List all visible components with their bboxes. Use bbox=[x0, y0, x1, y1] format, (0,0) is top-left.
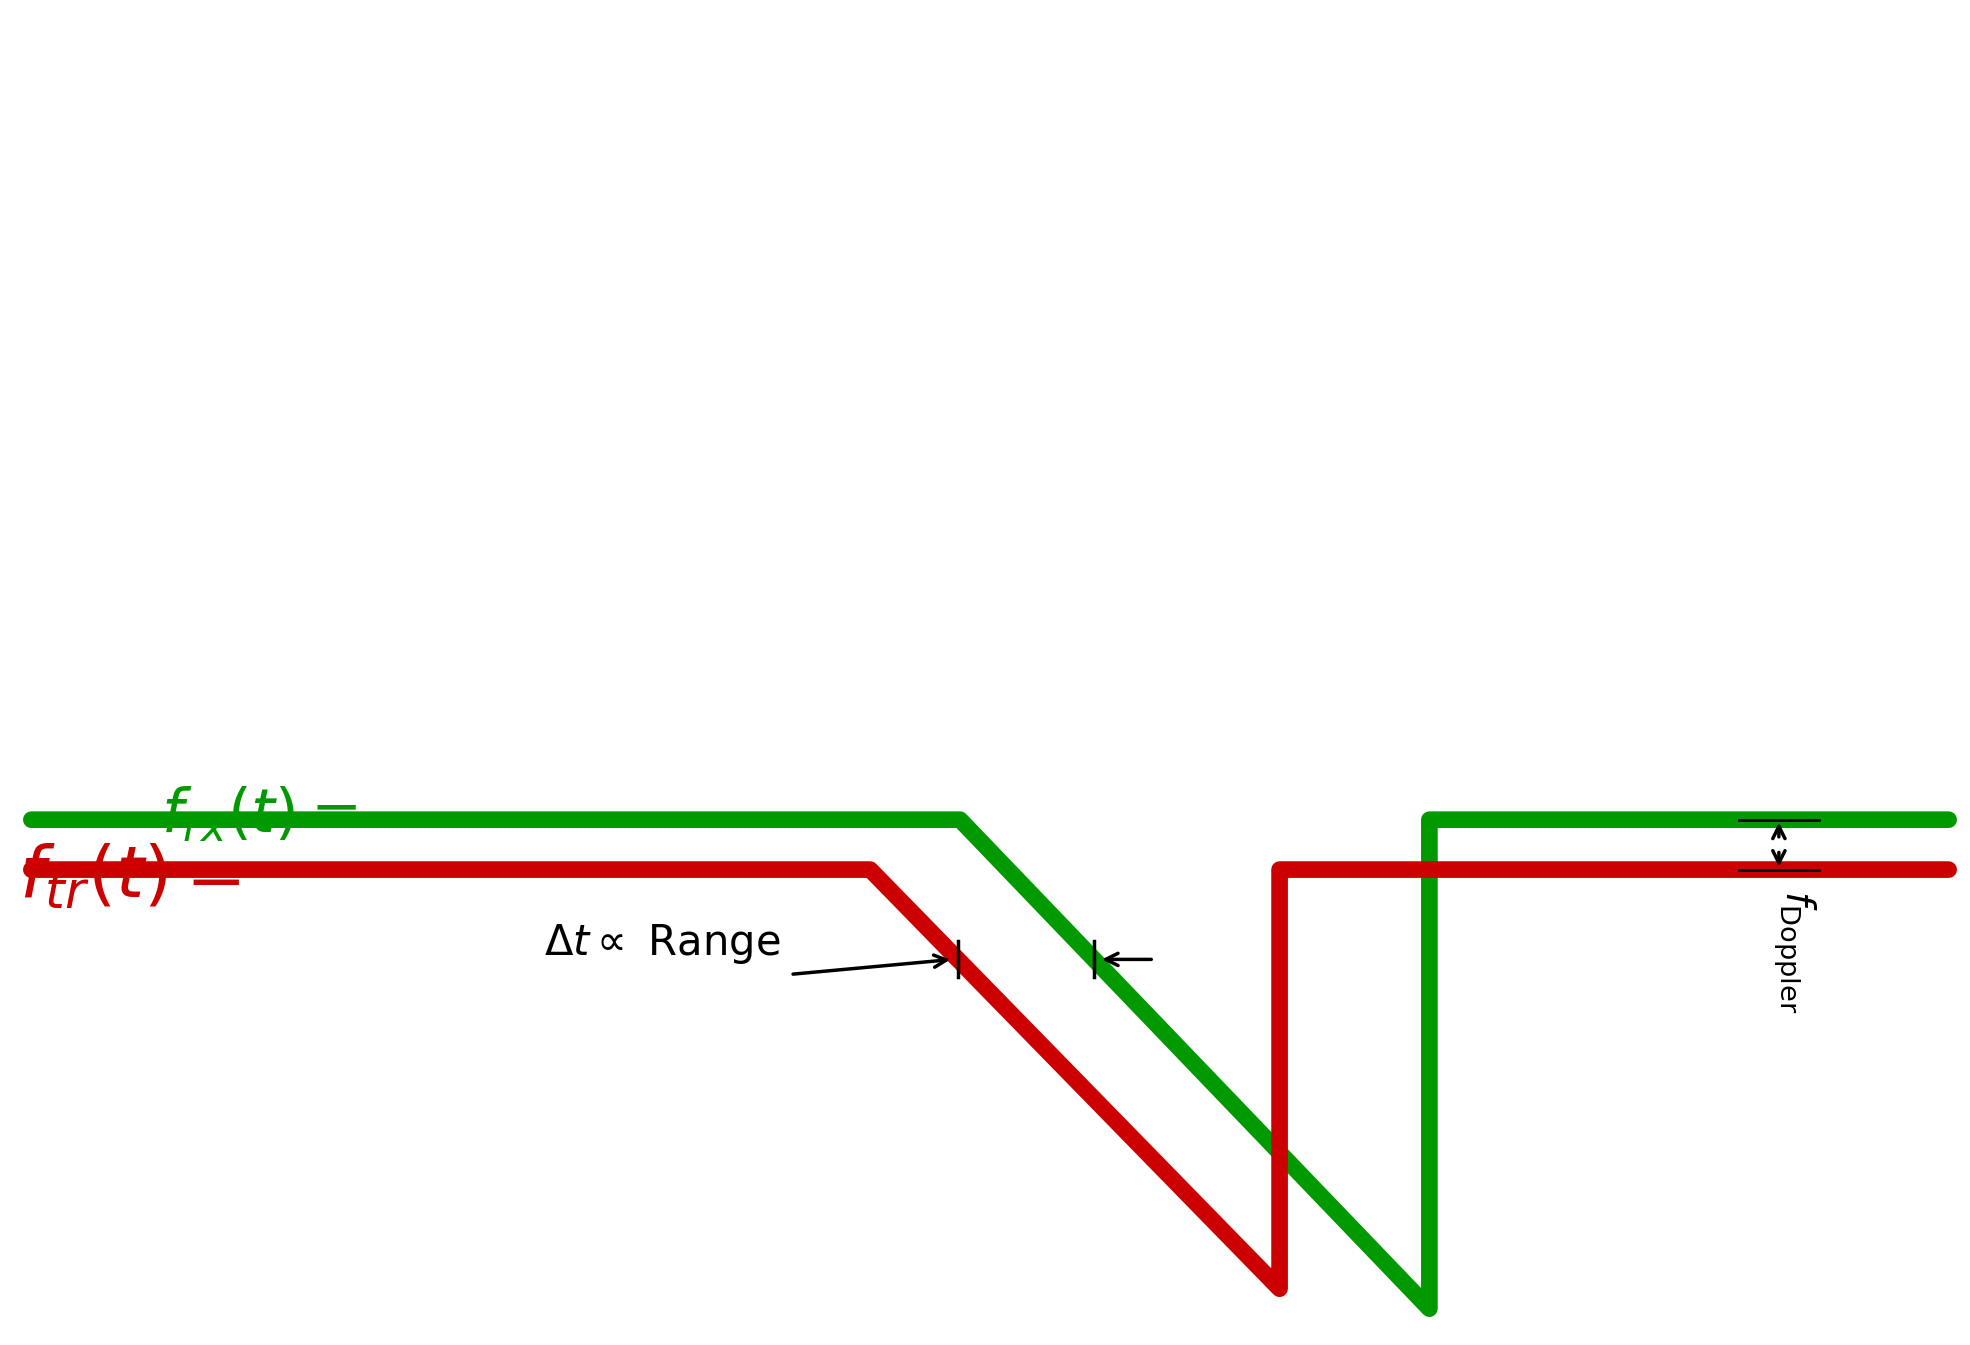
Text: $\Delta t \propto$ Range: $\Delta t \propto$ Range bbox=[544, 923, 780, 967]
Text: $f_{rx}(t){=}$: $f_{rx}(t){=}$ bbox=[162, 784, 359, 845]
Text: $f_{tr}(t){=}$: $f_{tr}(t){=}$ bbox=[20, 843, 240, 912]
Text: $f_\mathrm{Doppler}$: $f_\mathrm{Doppler}$ bbox=[1771, 889, 1816, 1013]
